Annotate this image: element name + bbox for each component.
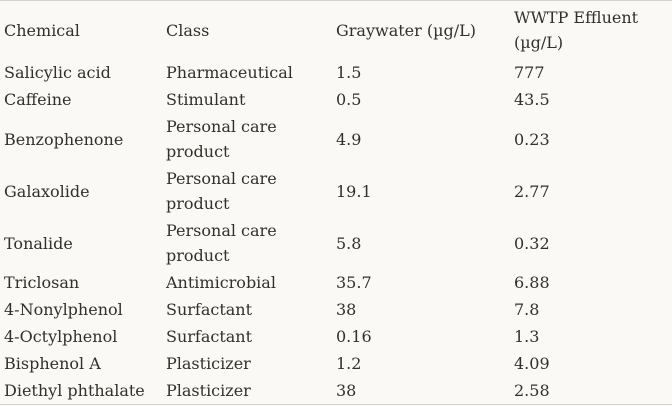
header-row: Chemical Class Graywater (µg/L) WWTP Efflue… (0, 1, 672, 60)
cell-chemical: Caffeine (4, 90, 72, 109)
cell-effluent: 0.32 (514, 233, 550, 253)
cell-graywater: 0.16 (336, 327, 372, 346)
cell-graywater: 4.9 (336, 129, 362, 149)
cell-graywater: 0.5 (336, 90, 362, 109)
table-header: Chemical Class Graywater (µg/L) WWTP Efflue… (0, 1, 672, 60)
cell-graywater: 35.7 (336, 273, 372, 292)
cell-chemical: 4-Nonylphenol (4, 300, 123, 319)
cell-chemical: Tonalide (4, 233, 73, 253)
cell-class: Stimulant (166, 90, 246, 109)
cell-graywater: 38 (336, 300, 357, 319)
cell-effluent: 0.23 (514, 129, 550, 149)
cell-class: Personal care product (166, 169, 277, 213)
table-row: Salicylic acid Pharmaceutical 1.5 777 (0, 59, 672, 86)
cell-class: Pharmaceutical (166, 63, 293, 82)
cell-class: Plasticizer (166, 354, 251, 373)
column-header-graywater: Graywater (µg/L) (336, 20, 477, 40)
cell-chemical: Bisphenol A (4, 354, 101, 373)
cell-effluent: 2.58 (514, 381, 550, 400)
table-row: Benzophenone Personal care product 4.9 0.23 (0, 113, 672, 165)
table-row: 4-Nonylphenol Surfactant 38 7.8 (0, 296, 672, 323)
cell-graywater: 1.2 (336, 354, 362, 373)
cell-chemical: Diethyl phthalate (4, 381, 145, 400)
column-header-chemical: Chemical (4, 20, 80, 40)
cell-chemical: Benzophenone (4, 129, 124, 149)
cell-effluent: 2.77 (514, 181, 550, 201)
column-header-effluent: WWTP Effluent (µg/L) (514, 8, 639, 52)
table-row: Tonalide Personal care product 5.8 0.32 (0, 217, 672, 269)
cell-graywater: 19.1 (336, 181, 372, 201)
cell-class: Personal care product (166, 221, 277, 265)
cell-graywater: 38 (336, 381, 357, 400)
column-header-class: Class (166, 20, 210, 40)
table-row: Galaxolide Personal care product 19.1 2.77 (0, 165, 672, 217)
cell-chemical: Galaxolide (4, 181, 90, 201)
cell-graywater: 5.8 (336, 233, 362, 253)
cell-effluent: 1.3 (514, 327, 540, 346)
table-body: Salicylic acid Pharmaceutical 1.5 777 Caffei… (0, 59, 672, 405)
cell-chemical: Triclosan (4, 273, 80, 292)
cell-graywater: 1.5 (336, 63, 362, 82)
table-row: 4-Octylphenol Surfactant 0.16 1.3 (0, 323, 672, 350)
cell-chemical: Salicylic acid (4, 63, 111, 82)
cell-chemical: 4-Octylphenol (4, 327, 118, 346)
table-row: Caffeine Stimulant 0.5 43.5 (0, 86, 672, 113)
cell-class: Antimicrobial (166, 273, 276, 292)
cell-effluent: 7.8 (514, 300, 540, 319)
cell-class: Surfactant (166, 327, 253, 346)
cell-effluent: 777 (514, 63, 545, 82)
cell-class: Plasticizer (166, 381, 251, 400)
cell-effluent: 4.09 (514, 354, 550, 373)
table-row: Bisphenol A Plasticizer 1.2 4.09 (0, 350, 672, 377)
cell-effluent: 43.5 (514, 90, 550, 109)
cell-effluent: 6.88 (514, 273, 550, 292)
cell-class: Surfactant (166, 300, 253, 319)
cell-class: Personal care product (166, 117, 277, 161)
table-row: Triclosan Antimicrobial 35.7 6.88 (0, 269, 672, 296)
table-row: Diethyl phthalate Plasticizer 38 2.58 (0, 377, 672, 405)
